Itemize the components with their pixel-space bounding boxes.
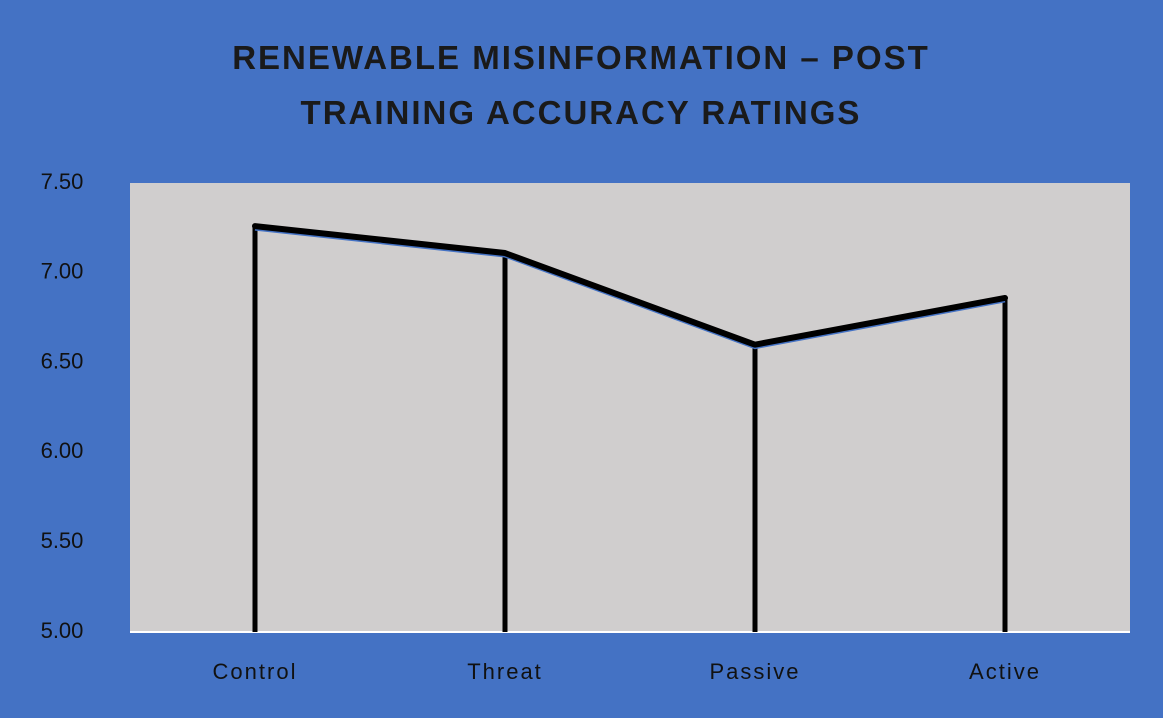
plot-area (130, 183, 1130, 632)
x-tick-label: Active (969, 659, 1041, 684)
x-tick-label: Passive (709, 659, 800, 684)
x-tick-label: Control (213, 659, 298, 684)
y-tick-label: 7.00 (41, 259, 84, 284)
x-tick-label: Threat (467, 659, 543, 684)
y-tick-label: 7.50 (41, 169, 84, 194)
y-tick-label: 5.00 (41, 618, 84, 643)
chart-title: RENEWABLE MISINFORMATION – POST TRAINING… (232, 39, 930, 131)
series-line (252, 223, 1008, 348)
y-tick-label: 6.50 (41, 348, 84, 373)
y-tick-label: 6.00 (41, 438, 84, 463)
y-tick-label: 5.50 (41, 528, 84, 553)
